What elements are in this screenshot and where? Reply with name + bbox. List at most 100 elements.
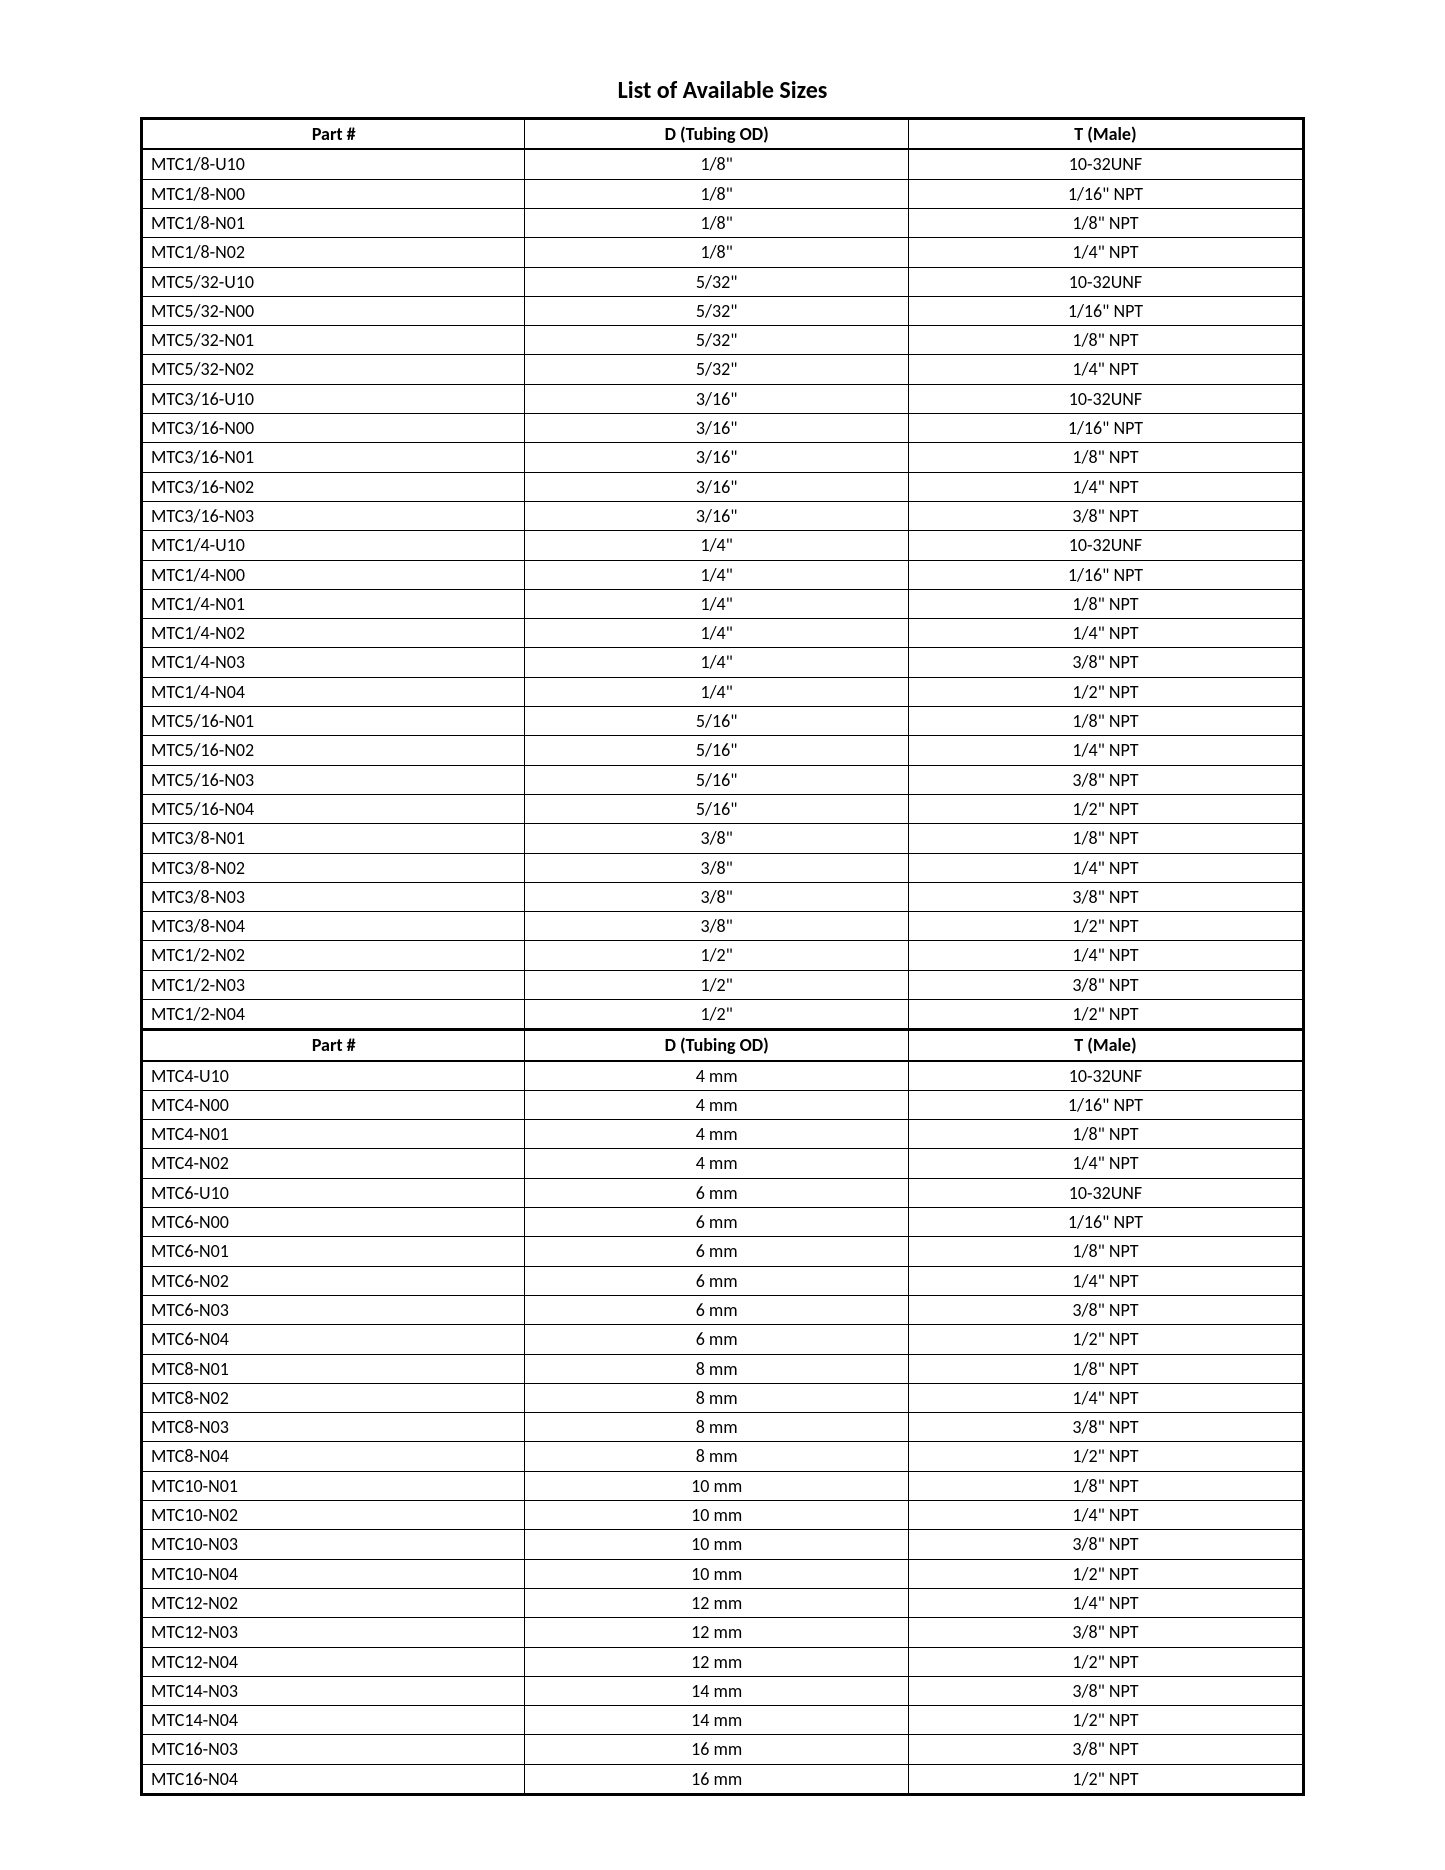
table-cell: 16 mm [525, 1735, 908, 1764]
table-cell: 1/4" NPT [908, 1501, 1303, 1530]
table-row: MTC5/16-N045/16"1/2" NPT [142, 794, 1304, 823]
table-row: MTC6-N046 mm1/2" NPT [142, 1325, 1304, 1354]
table-cell: 10 mm [525, 1471, 908, 1500]
table-row: MTC8-N028 mm1/4" NPT [142, 1383, 1304, 1412]
table-cell: MTC1/4-N01 [142, 589, 525, 618]
table-cell: 1/4" NPT [908, 1588, 1303, 1617]
table-cell: MTC3/16-N03 [142, 501, 525, 530]
table-cell: 1/4" [525, 531, 908, 560]
table-cell: MTC6-U10 [142, 1178, 525, 1207]
table-cell: 14 mm [525, 1676, 908, 1705]
table-cell: MTC3/8-N01 [142, 824, 525, 853]
table-cell: MTC16-N03 [142, 1735, 525, 1764]
table-cell: 1/4" NPT [908, 238, 1303, 267]
table-cell: MTC5/16-N01 [142, 707, 525, 736]
table-cell: 6 mm [525, 1325, 908, 1354]
table-cell: 5/16" [525, 736, 908, 765]
table-cell: 5/32" [525, 267, 908, 296]
table-cell: 10-32UNF [908, 267, 1303, 296]
table-row: MTC8-N038 mm3/8" NPT [142, 1413, 1304, 1442]
table-cell: MTC8-N03 [142, 1413, 525, 1442]
table-cell: MTC1/4-N00 [142, 560, 525, 589]
table-row: MTC3/8-N033/8"3/8" NPT [142, 882, 1304, 911]
table-cell: 1/8" NPT [908, 707, 1303, 736]
table-cell: MTC5/32-N00 [142, 296, 525, 325]
table-row: MTC16-N0416 mm1/2" NPT [142, 1764, 1304, 1794]
table-cell: 3/8" NPT [908, 970, 1303, 999]
table-cell: MTC3/8-N03 [142, 882, 525, 911]
table-cell: 6 mm [525, 1237, 908, 1266]
table-cell: 10-32UNF [908, 149, 1303, 179]
table-cell: MTC6-N04 [142, 1325, 525, 1354]
table-cell: 5/32" [525, 296, 908, 325]
table-row: MTC3/8-N013/8"1/8" NPT [142, 824, 1304, 853]
table-cell: MTC8-N02 [142, 1383, 525, 1412]
table-cell: MTC3/16-N02 [142, 472, 525, 501]
table-cell: 1/8" NPT [908, 208, 1303, 237]
table-cell: 1/8" [525, 238, 908, 267]
table-cell: 1/2" [525, 941, 908, 970]
table-row: MTC3/16-N003/16"1/16" NPT [142, 414, 1304, 443]
table-row: MTC4-N014 mm1/8" NPT [142, 1120, 1304, 1149]
table-cell: 10 mm [525, 1559, 908, 1588]
table-cell: MTC1/4-U10 [142, 531, 525, 560]
table-cell: 1/16" NPT [908, 1090, 1303, 1119]
table-row: MTC6-N006 mm1/16" NPT [142, 1208, 1304, 1237]
table-header-cell: T (Male) [908, 119, 1303, 150]
table-cell: 12 mm [525, 1588, 908, 1617]
table-cell: 4 mm [525, 1090, 908, 1119]
table-cell: MTC1/2-N02 [142, 941, 525, 970]
table-row: MTC1/4-N001/4"1/16" NPT [142, 560, 1304, 589]
table-cell: 1/4" NPT [908, 1149, 1303, 1178]
table-row: MTC5/16-N025/16"1/4" NPT [142, 736, 1304, 765]
table-cell: 1/8" NPT [908, 326, 1303, 355]
table-row: MTC3/16-N033/16"3/8" NPT [142, 501, 1304, 530]
table-cell: 1/2" NPT [908, 677, 1303, 706]
table-cell: MTC12-N04 [142, 1647, 525, 1676]
table-cell: MTC3/16-U10 [142, 384, 525, 413]
table-cell: 1/8" [525, 208, 908, 237]
table-cell: MTC10-N01 [142, 1471, 525, 1500]
table-cell: MTC3/8-N02 [142, 853, 525, 882]
table-cell: MTC1/4-N03 [142, 648, 525, 677]
table-cell: 6 mm [525, 1178, 908, 1207]
table-cell: 1/4" NPT [908, 472, 1303, 501]
table-cell: 4 mm [525, 1061, 908, 1091]
table-cell: MTC5/32-U10 [142, 267, 525, 296]
table-cell: MTC5/16-N02 [142, 736, 525, 765]
table-cell: 12 mm [525, 1647, 908, 1676]
table-cell: 1/8" NPT [908, 1471, 1303, 1500]
table-cell: 1/4" [525, 619, 908, 648]
table-cell: 1/16" NPT [908, 1208, 1303, 1237]
table-cell: 1/4" NPT [908, 619, 1303, 648]
table-cell: 1/2" NPT [908, 1442, 1303, 1471]
table-cell: 3/8" [525, 912, 908, 941]
table-cell: 1/16" NPT [908, 560, 1303, 589]
table-cell: 1/8" NPT [908, 589, 1303, 618]
table-cell: MTC4-N00 [142, 1090, 525, 1119]
table-header-cell: D (Tubing OD) [525, 119, 908, 150]
table-cell: 16 mm [525, 1764, 908, 1794]
page-title: List of Available Sizes [140, 76, 1305, 105]
table-cell: 1/4" [525, 677, 908, 706]
table-cell: 10-32UNF [908, 531, 1303, 560]
table-cell: 10-32UNF [908, 384, 1303, 413]
table-cell: 10-32UNF [908, 1061, 1303, 1091]
table-cell: 3/8" NPT [908, 765, 1303, 794]
table-cell: 3/8" NPT [908, 1618, 1303, 1647]
table-cell: 1/4" NPT [908, 1383, 1303, 1412]
table-row: MTC1/4-N031/4"3/8" NPT [142, 648, 1304, 677]
table-cell: 8 mm [525, 1413, 908, 1442]
table-cell: 1/16" NPT [908, 179, 1303, 208]
table-row: MTC1/8-N011/8"1/8" NPT [142, 208, 1304, 237]
table-row: MTC4-U104 mm10-32UNF [142, 1061, 1304, 1091]
table-row: MTC5/32-U105/32"10-32UNF [142, 267, 1304, 296]
table-cell: MTC6-N01 [142, 1237, 525, 1266]
table-cell: 8 mm [525, 1442, 908, 1471]
table-cell: 1/2" NPT [908, 1706, 1303, 1735]
table-cell: 10 mm [525, 1501, 908, 1530]
table-row: MTC1/8-N021/8"1/4" NPT [142, 238, 1304, 267]
table-cell: MTC1/2-N04 [142, 999, 525, 1029]
table-header-cell: D (Tubing OD) [525, 1030, 908, 1061]
table-cell: MTC5/32-N02 [142, 355, 525, 384]
